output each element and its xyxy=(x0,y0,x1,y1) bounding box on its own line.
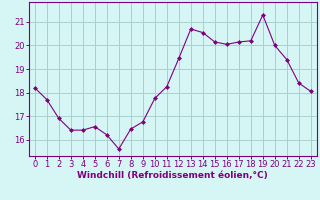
X-axis label: Windchill (Refroidissement éolien,°C): Windchill (Refroidissement éolien,°C) xyxy=(77,171,268,180)
